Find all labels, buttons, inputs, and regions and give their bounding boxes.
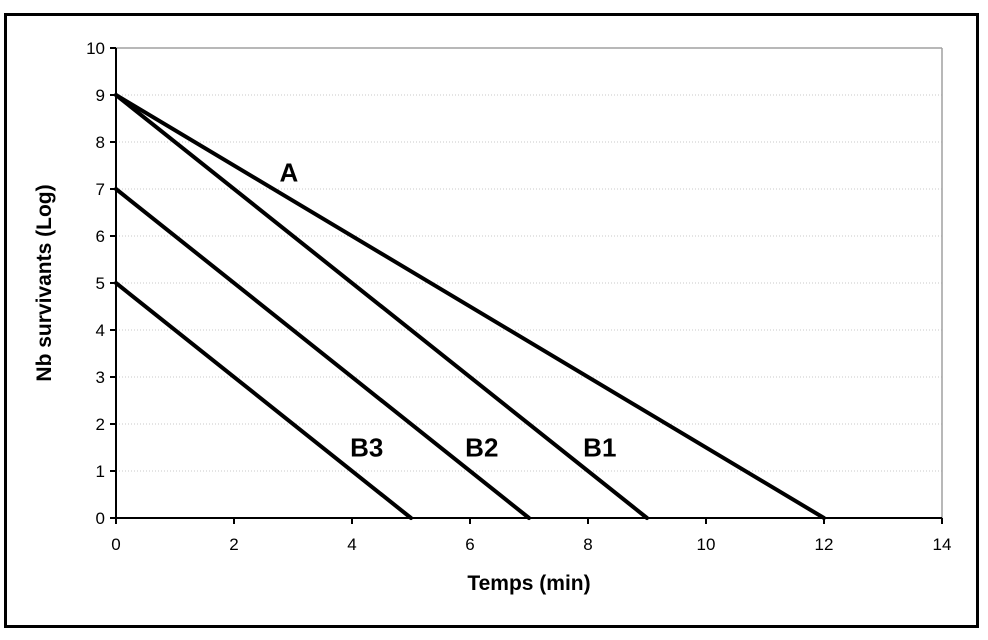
y-axis-title: Nb survivants (Log) (33, 184, 56, 382)
x-tick-label-4: 4 (347, 535, 356, 554)
x-tick-label-10: 10 (697, 535, 716, 554)
y-tick-label-1: 1 (96, 462, 105, 481)
y-tick-label-3: 3 (96, 368, 105, 387)
x-axis-title: Temps (min) (467, 572, 591, 595)
x-tick-label-6: 6 (465, 535, 474, 554)
y-tick-label-2: 2 (96, 415, 105, 434)
x-tick-label-12: 12 (815, 535, 834, 554)
series-line-B2 (114, 187, 531, 520)
y-tick-label-8: 8 (96, 133, 105, 152)
series-label-B3: B3 (350, 433, 383, 463)
y-tick-label-10: 10 (86, 39, 105, 58)
series-label-B2: B2 (465, 433, 498, 463)
x-tick-label-0: 0 (111, 535, 120, 554)
series-label-A: A (279, 158, 298, 188)
y-tick-label-9: 9 (96, 86, 105, 105)
x-tick-label-14: 14 (933, 535, 952, 554)
y-tick-label-4: 4 (96, 321, 105, 340)
y-tick-label-7: 7 (96, 180, 105, 199)
series-line-B3 (114, 281, 413, 520)
y-tick-label-6: 6 (96, 227, 105, 246)
y-tick-label-0: 0 (96, 509, 105, 528)
y-tick-label-5: 5 (96, 274, 105, 293)
series-line-B1 (114, 93, 649, 520)
x-tick-label-8: 8 (583, 535, 592, 554)
x-tick-label-2: 2 (229, 535, 238, 554)
series-line-A (114, 93, 826, 520)
series-label-B1: B1 (583, 433, 616, 463)
